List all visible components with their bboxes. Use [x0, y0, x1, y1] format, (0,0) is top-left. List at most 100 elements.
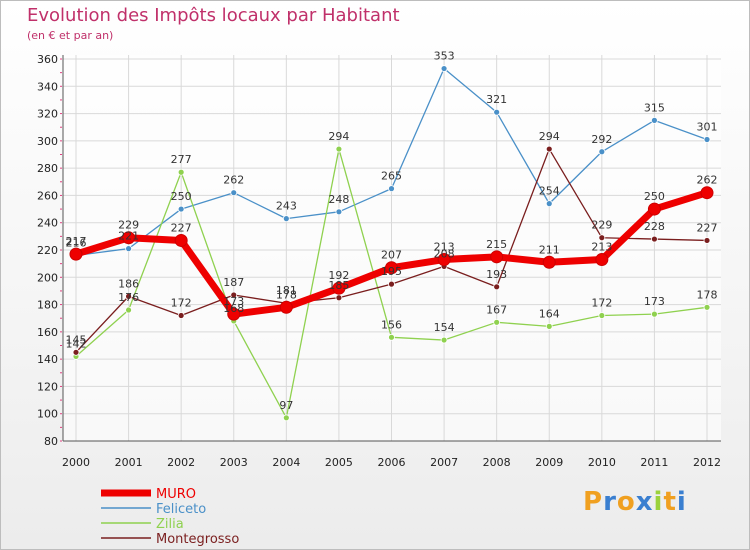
- data-label-zilia: 154: [434, 321, 455, 334]
- x-tick-label: 2000: [62, 456, 90, 469]
- data-point-zilia: [651, 310, 658, 318]
- data-point-montegrosso: [598, 234, 606, 242]
- logo-letter: o: [616, 487, 636, 517]
- data-label-feliceto: 221: [118, 230, 139, 243]
- data-point-muro: [700, 186, 714, 200]
- data-point-zilia: [545, 322, 553, 330]
- x-tick-label: 2002: [167, 456, 195, 469]
- x-tick-label: 2007: [430, 456, 458, 469]
- data-label-muro: 178: [276, 288, 297, 301]
- data-label-montegrosso: 193: [486, 268, 507, 281]
- y-tick-label: 120: [37, 380, 58, 393]
- data-label-zilia: 277: [171, 153, 192, 166]
- x-tick-label: 2010: [588, 456, 616, 469]
- data-point-feliceto: [440, 65, 448, 72]
- data-point-montegrosso: [651, 235, 658, 243]
- x-tick-label: 2011: [640, 456, 668, 469]
- data-label-feliceto: 262: [223, 174, 244, 187]
- data-point-feliceto: [335, 208, 343, 216]
- data-label-zilia: 164: [539, 307, 560, 320]
- chart-title: Evolution des Impôts locaux par Habitant: [27, 5, 400, 26]
- x-tick-label: 2009: [535, 456, 563, 469]
- data-label-muro: 250: [644, 190, 665, 203]
- data-label-zilia: 168: [223, 302, 244, 315]
- data-point-muro: [385, 261, 398, 275]
- data-label-muro: 227: [171, 221, 192, 234]
- data-point-muro: [69, 247, 83, 261]
- data-label-montegrosso: 227: [697, 221, 718, 234]
- legend-label-zilia: Zilia: [156, 517, 184, 532]
- logo-letter: r: [603, 487, 617, 517]
- data-point-montegrosso: [335, 294, 343, 302]
- logo-letter: i: [676, 487, 687, 517]
- data-label-muro: 173: [223, 295, 244, 308]
- y-tick-label: 100: [37, 408, 58, 421]
- data-label-feliceto: 248: [328, 193, 349, 206]
- y-tick-label: 300: [37, 135, 58, 148]
- logo-letter: x: [635, 487, 654, 517]
- data-point-montegrosso: [72, 348, 80, 356]
- x-tick-label: 2001: [115, 456, 143, 469]
- data-point-zilia: [703, 303, 711, 311]
- data-label-muro: 262: [697, 174, 718, 187]
- data-label-muro: 213: [591, 241, 612, 254]
- data-point-zilia: [177, 168, 185, 176]
- data-label-zilia: 97: [279, 399, 293, 412]
- data-point-feliceto: [545, 200, 553, 208]
- data-point-muro: [332, 281, 346, 295]
- proxiti-logo: Proxiti: [583, 487, 687, 517]
- y-tick-label: 340: [37, 80, 58, 93]
- x-tick-label: 2008: [483, 456, 511, 469]
- data-point-muro: [437, 253, 451, 267]
- data-label-feliceto: 321: [486, 93, 507, 106]
- legend-label-muro: MURO: [156, 487, 196, 502]
- data-point-montegrosso: [177, 312, 185, 319]
- y-tick-label: 200: [37, 271, 58, 284]
- x-tick-label: 2006: [378, 456, 406, 469]
- y-tick-label: 320: [37, 108, 58, 121]
- data-point-muro: [542, 255, 556, 269]
- data-label-feliceto: 315: [644, 101, 665, 114]
- data-point-feliceto: [493, 108, 501, 116]
- data-point-feliceto: [125, 245, 132, 253]
- data-label-montegrosso: 187: [223, 276, 244, 289]
- y-tick-label: 280: [37, 162, 58, 175]
- data-point-montegrosso: [388, 280, 395, 288]
- data-label-montegrosso: 208: [434, 247, 455, 260]
- x-tick-label: 2003: [220, 456, 248, 469]
- data-label-zilia: 156: [381, 318, 402, 331]
- data-label-feliceto: 250: [171, 190, 192, 203]
- data-label-zilia: 142: [66, 337, 87, 350]
- x-tick-label: 2012: [693, 456, 721, 469]
- data-point-muro: [174, 233, 188, 247]
- y-tick-label: 180: [37, 299, 58, 312]
- data-label-zilia: 294: [328, 130, 349, 143]
- data-point-zilia: [598, 312, 606, 319]
- data-label-muro: 213: [434, 241, 455, 254]
- data-point-zilia: [388, 333, 395, 341]
- logo-letter: P: [583, 487, 604, 517]
- data-label-muro: 215: [486, 238, 507, 251]
- data-label-montegrosso: 195: [381, 265, 402, 278]
- data-label-zilia: 176: [118, 291, 139, 304]
- logo-letter: i: [653, 487, 664, 517]
- data-point-feliceto: [651, 116, 658, 124]
- data-point-muro: [595, 253, 609, 267]
- data-label-zilia: 178: [697, 288, 718, 301]
- y-tick-label: 220: [37, 244, 58, 257]
- data-point-feliceto: [598, 148, 606, 156]
- data-point-feliceto: [282, 215, 290, 223]
- legend-label-montegrosso: Montegrosso: [156, 532, 239, 547]
- x-tick-label: 2005: [325, 456, 353, 469]
- data-point-muro: [122, 231, 136, 245]
- data-label-montegrosso: 185: [328, 279, 349, 292]
- data-point-muro: [227, 307, 241, 321]
- data-label-feliceto: 301: [697, 120, 718, 133]
- data-point-feliceto: [388, 185, 395, 193]
- data-point-montegrosso: [545, 145, 553, 153]
- y-tick-label: 140: [37, 353, 58, 366]
- data-point-feliceto: [703, 136, 711, 143]
- data-label-montegrosso: 181: [276, 284, 297, 297]
- data-point-muro: [279, 300, 293, 314]
